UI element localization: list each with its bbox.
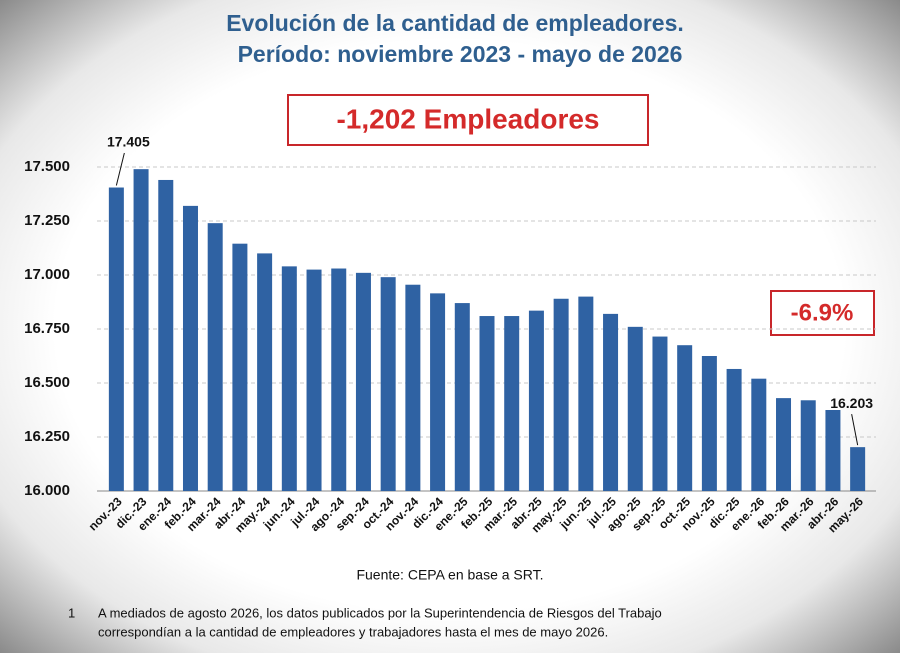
bar <box>553 298 569 491</box>
footnote: A mediados de agosto 2026, los datos pub… <box>98 605 662 620</box>
y-tick-label: 17.000 <box>24 266 70 283</box>
leader-line <box>115 152 125 186</box>
bar <box>504 316 520 491</box>
bar <box>652 336 668 491</box>
annotation: -6.9% <box>791 299 854 326</box>
y-tick-label: 17.500 <box>24 158 70 175</box>
bar <box>232 243 248 491</box>
bar <box>677 345 693 491</box>
bar <box>726 368 742 491</box>
bar <box>850 447 866 491</box>
bar <box>331 268 347 491</box>
y-tick-label: 17.250 <box>24 212 70 229</box>
y-tick-label: 16.250 <box>24 428 70 445</box>
bar <box>603 313 619 491</box>
annotation-box <box>770 290 875 336</box>
bar <box>825 410 841 491</box>
bar <box>454 303 470 491</box>
bar <box>578 296 594 491</box>
bar <box>627 326 643 491</box>
bar <box>133 169 149 491</box>
leader-line <box>851 414 859 446</box>
bar <box>257 253 273 491</box>
annotation-box <box>287 94 649 146</box>
bar <box>182 205 198 491</box>
y-tick-label: 16.500 <box>24 374 70 391</box>
chart-subtitle: Período: noviembre 2023 - mayo de 2026 <box>238 41 683 67</box>
value-label: 17.405 <box>107 134 150 150</box>
bar <box>355 272 371 491</box>
footnote-number: 1 <box>68 605 75 620</box>
bar <box>405 284 421 491</box>
bar <box>281 266 297 491</box>
y-tick-label: 16.750 <box>24 320 70 337</box>
bar <box>306 269 322 491</box>
bar <box>776 398 792 491</box>
bar <box>528 310 544 491</box>
bar <box>701 356 717 491</box>
bar <box>380 277 396 491</box>
annotation: -1,202 Empleadores <box>336 103 599 134</box>
y-tick-label: 16.000 <box>24 482 70 499</box>
bar <box>479 316 495 491</box>
footnote: correspondían a la cantidad de empleador… <box>98 624 608 639</box>
source: Fuente: CEPA en base a SRT. <box>356 567 543 583</box>
bar <box>158 179 174 491</box>
bar <box>207 223 223 491</box>
bar <box>751 378 767 491</box>
chart-title: Evolución de la cantidad de empleadores. <box>226 10 684 36</box>
bar <box>800 400 816 491</box>
value-label: 16.203 <box>830 395 873 411</box>
bar <box>430 293 446 491</box>
bar <box>108 187 124 491</box>
